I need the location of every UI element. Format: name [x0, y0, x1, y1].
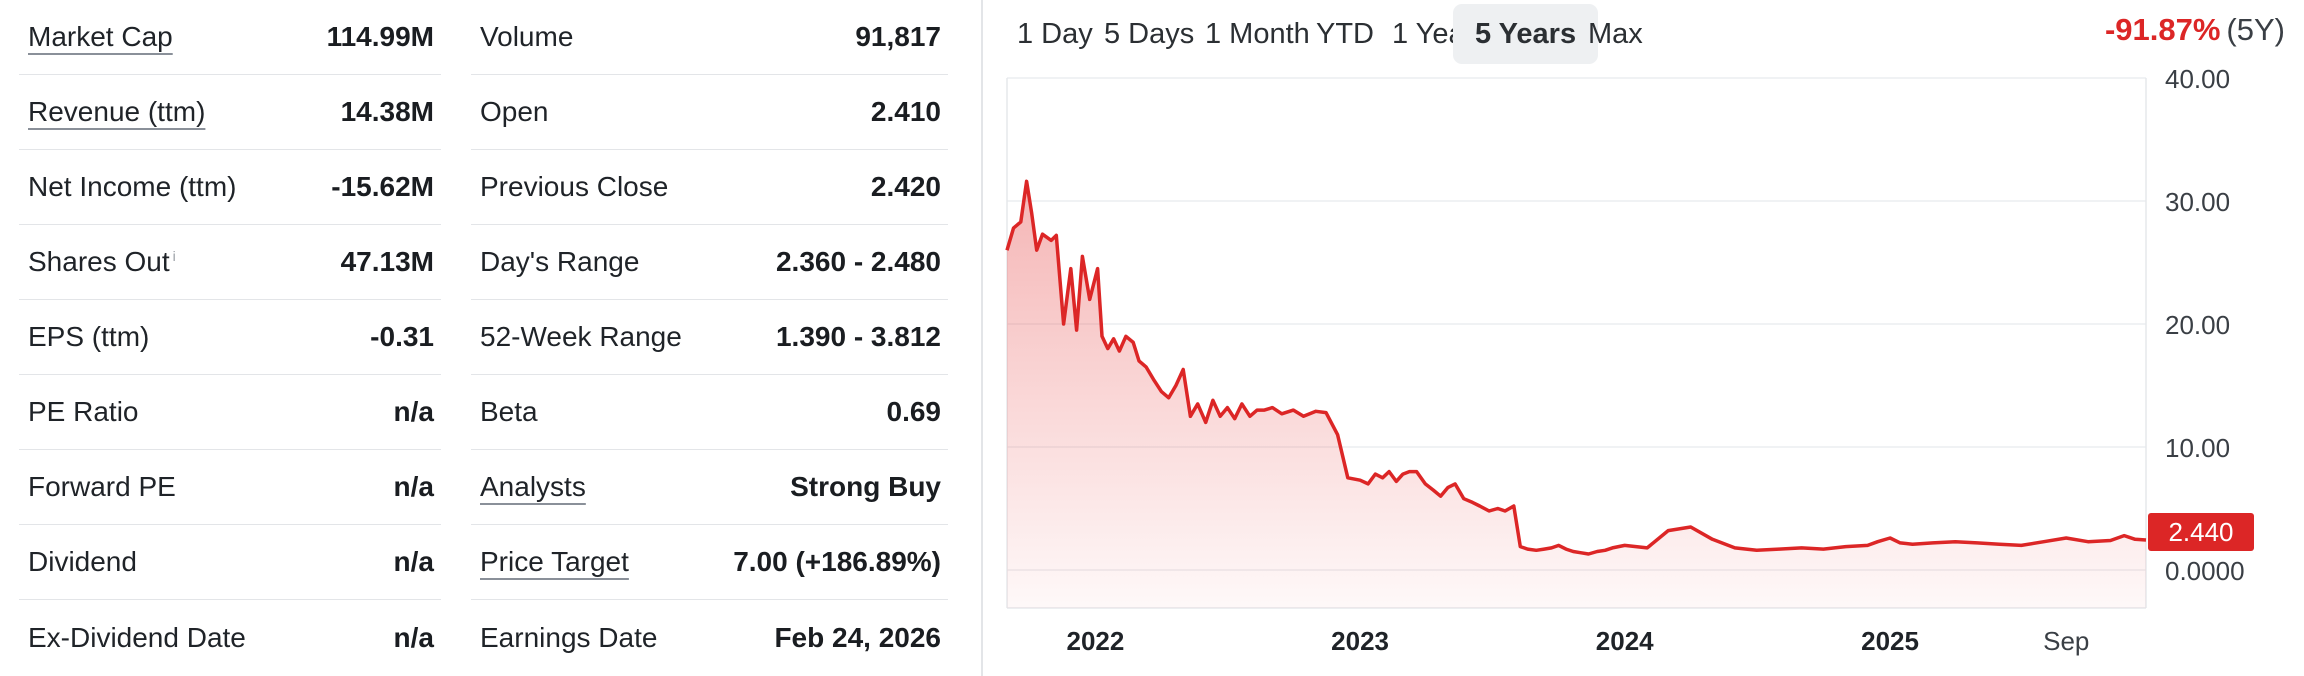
stat-row-previous-close: Previous Close 2.420 [471, 150, 948, 225]
range-button-ytd[interactable]: YTD [1316, 18, 1374, 50]
stat-value-shares-out: 47.13M [340, 246, 434, 277]
stats-column-right: Volume 91,817 Open 2.410 Previous Close 2.420… [471, 0, 948, 675]
stat-label-open: Open [480, 96, 549, 127]
stat-row-dividend: Dividend n/a [19, 525, 441, 600]
stat-value-beta: 0.69 [886, 396, 942, 427]
stat-label-dividend: Dividend [28, 546, 137, 577]
stat-label-market-cap[interactable]: Market Cap [28, 21, 173, 52]
y-tick-label: 40.00 [2165, 64, 2230, 94]
stat-value-price-target: 7.00 (+186.89%) [733, 546, 941, 577]
stat-row-market-cap[interactable]: Market Cap 114.99M [19, 0, 441, 75]
stat-label-analysts[interactable]: Analysts [480, 471, 586, 502]
stat-value-net-income-ttm: -15.62M [331, 171, 434, 202]
stat-row-net-income-ttm: Net Income (ttm) -15.62M [19, 150, 441, 225]
performance-period: (5Y) [2226, 12, 2285, 47]
stat-row-shares-out: Shares Out i 47.13M [19, 225, 441, 300]
range-button-5-days[interactable]: 5 Days [1104, 18, 1195, 50]
last-price-badge [2148, 512, 2254, 551]
stat-value-52-week-range: 1.390 - 3.812 [775, 321, 941, 352]
x-tick-label: 2022 [1067, 626, 1125, 656]
stat-label-earnings-date: Earnings Date [480, 621, 658, 653]
stat-value-day-s-range: 2.360 - 2.480 [775, 246, 941, 277]
stat-row-revenue-ttm[interactable]: Revenue (ttm) 14.38M [19, 75, 441, 150]
panel-divider [981, 0, 983, 676]
stat-label-52-week-range: 52-Week Range [480, 321, 682, 352]
stat-label-pe-ratio: PE Ratio [28, 396, 139, 427]
stat-label-previous-close: Previous Close [480, 171, 669, 202]
stat-label-price-target[interactable]: Price Target [480, 546, 629, 577]
stat-value-ex-dividend-date: n/a [393, 621, 434, 653]
stats-column-left: Market Cap 114.99M Revenue (ttm) 14.38M Net … [19, 0, 441, 675]
stat-row-price-target[interactable]: Price Target 7.00 (+186.89%) [471, 525, 948, 600]
stat-row-volume: Volume 91,817 [471, 0, 948, 75]
stat-label-revenue-ttm[interactable]: Revenue (ttm) [28, 96, 206, 127]
y-tick-label: 30.00 [2165, 187, 2230, 217]
stat-value-earnings-date: Feb 24, 2026 [774, 621, 941, 653]
stat-value-market-cap: 114.99M [326, 21, 434, 52]
stat-label-forward-pe: Forward PE [28, 471, 176, 502]
stat-label-day-s-range: Day's Range [480, 246, 640, 277]
performance-readout: -91.87% (5Y) [2105, 12, 2285, 48]
stat-label-volume: Volume [480, 21, 574, 52]
range-button-5-years[interactable]: 5 Years [1453, 4, 1599, 64]
stat-row-beta: Beta 0.69 [471, 375, 948, 450]
x-tick-label: 2025 [1861, 626, 1919, 656]
range-button-1-month[interactable]: 1 Month [1205, 18, 1310, 50]
stat-row-day-s-range: Day's Range 2.360 - 2.480 [471, 225, 948, 300]
stat-label-net-income-ttm: Net Income (ttm) [28, 171, 237, 202]
info-icon[interactable]: i [172, 247, 176, 264]
stat-label-ex-dividend-date: Ex-Dividend Date [28, 621, 246, 653]
stat-row-52-week-range: 52-Week Range 1.390 - 3.812 [471, 300, 948, 375]
range-button-max[interactable]: Max [1588, 18, 1643, 50]
price-chart[interactable]: 40.00 30.00 20.00 10.00 0.0000 2022 2023 2024 2… [983, 0, 2304, 676]
price-area-fill [1007, 181, 2146, 609]
stat-value-pe-ratio: n/a [393, 396, 434, 427]
price-line [1005, 179, 2147, 556]
stat-value-open: 2.410 [870, 96, 941, 127]
range-button-1-day[interactable]: 1 Day [1017, 18, 1093, 50]
y-tick-label: 20.00 [2165, 310, 2230, 340]
y-tick-label: 10.00 [2165, 433, 2230, 463]
y-tick-label: 0.0000 [2165, 556, 2245, 586]
x-tick-label: 2024 [1596, 626, 1654, 656]
last-price-label: 2.440 [2168, 517, 2233, 547]
stat-label-shares-out: Shares Out [28, 246, 170, 277]
stat-label-eps-ttm: EPS (ttm) [28, 321, 150, 352]
key-stats-panel: Market Cap 114.99M Revenue (ttm) 14.38M Net … [0, 0, 968, 676]
stat-label-wrap: Shares Out i [28, 246, 176, 278]
stat-row-pe-ratio: PE Ratio n/a [19, 375, 441, 450]
x-tick-label: 2023 [1331, 626, 1389, 656]
stat-value-forward-pe: n/a [393, 471, 434, 502]
stat-value-revenue-ttm: 14.38M [340, 96, 434, 127]
stat-row-analysts[interactable]: Analysts Strong Buy [471, 450, 948, 525]
stat-row-eps-ttm: EPS (ttm) -0.31 [19, 300, 441, 375]
stat-row-earnings-date: Earnings Date Feb 24, 2026 [471, 600, 948, 675]
stat-value-volume: 91,817 [855, 21, 941, 52]
stat-value-eps-ttm: -0.31 [370, 321, 434, 352]
stat-row-ex-dividend-date: Ex-Dividend Date n/a [19, 600, 441, 675]
stat-row-forward-pe: Forward PE n/a [19, 450, 441, 525]
stat-value-dividend: n/a [393, 546, 434, 577]
stat-value-analysts: Strong Buy [790, 471, 941, 502]
price-chart-panel: 1 Day 5 Days 1 Month YTD 1 Year 5 Years Max -9… [983, 0, 2304, 676]
range-selector: 1 Day 5 Days 1 Month YTD 1 Year 5 Years Max [983, 0, 2304, 68]
stat-value-previous-close: 2.420 [870, 171, 941, 202]
performance-change: -91.87% [2104, 12, 2221, 47]
stat-row-open: Open 2.410 [471, 75, 948, 150]
stat-label-beta: Beta [480, 396, 538, 427]
x-tick-label: Sep [2043, 626, 2089, 656]
